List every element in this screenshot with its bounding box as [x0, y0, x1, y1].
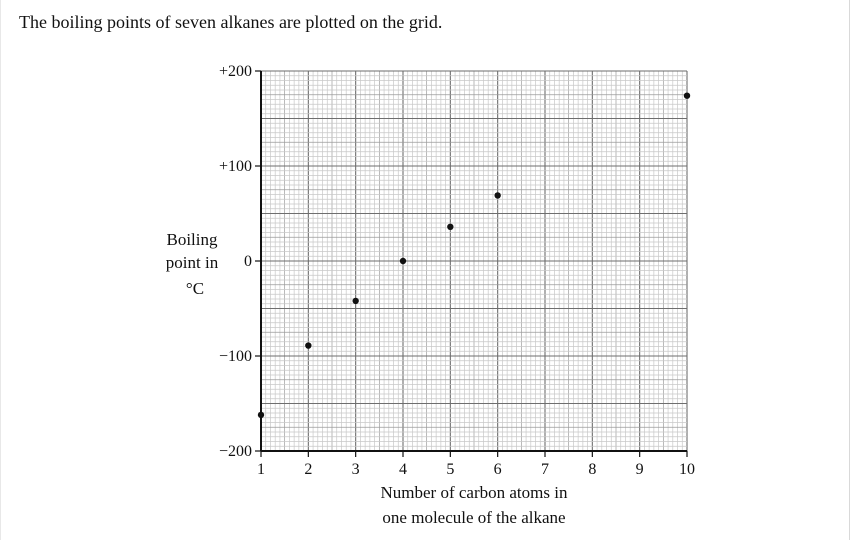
x-tick-label: 3 [352, 461, 360, 478]
data-point [447, 223, 454, 230]
x-tick-label: 5 [446, 461, 454, 478]
data-point [399, 257, 407, 265]
x-tick-label: 10 [679, 461, 695, 478]
x-tick-label: 4 [399, 461, 407, 478]
x-tick-label: 1 [257, 461, 265, 478]
data-point [352, 297, 359, 305]
x-axis-label-line: Number of carbon atoms in [381, 483, 568, 502]
x-tick-label: 7 [541, 461, 549, 478]
y-tick-label: 0 [244, 253, 252, 270]
y-tick-label: +200 [219, 63, 252, 80]
x-axis-label-line: one molecule of the alkane [382, 508, 565, 527]
question-text: The boiling points of seven alkanes are … [19, 12, 443, 32]
x-tick-label: 2 [304, 461, 312, 478]
data-point [683, 92, 691, 99]
x-tick-label: 9 [636, 461, 644, 478]
y-tick-label: −100 [219, 348, 252, 365]
x-tick-label: 6 [494, 461, 502, 478]
data-point [305, 342, 312, 349]
data-point [257, 411, 265, 419]
y-tick-label: −200 [219, 443, 252, 460]
y-tick-label: +100 [219, 158, 252, 175]
y-axis-label-line: point in [166, 253, 219, 272]
data-point [494, 192, 501, 199]
y-axis-label-line: Boiling [166, 230, 218, 249]
x-tick-label: 8 [588, 461, 596, 478]
y-axis-label-line: °C [186, 279, 204, 298]
